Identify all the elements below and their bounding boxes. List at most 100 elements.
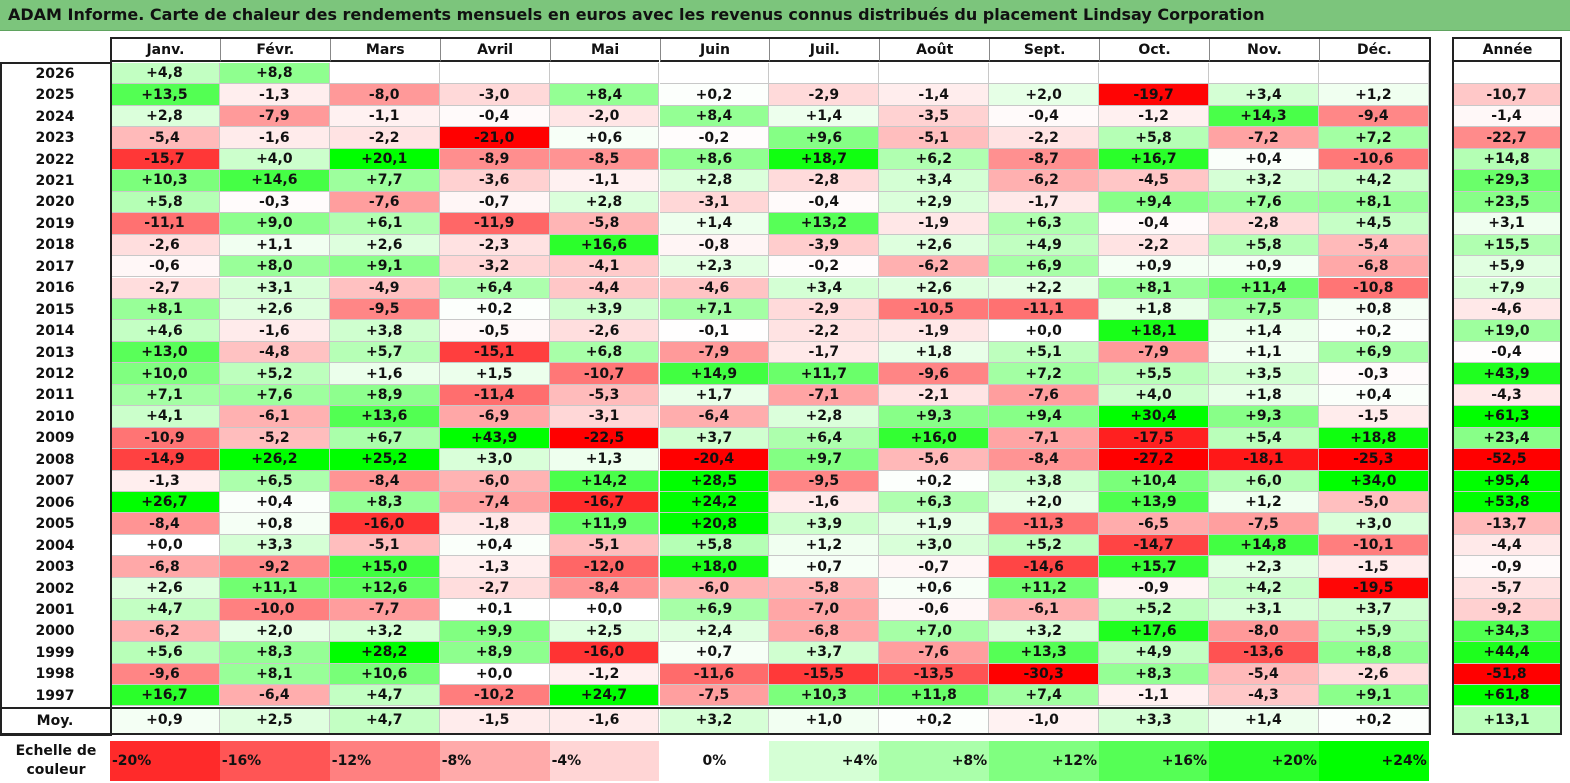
heatmap-cell: +8,9 — [329, 384, 440, 407]
heatmap-cell: +3,7 — [659, 427, 770, 450]
heatmap-cell: -6,4 — [659, 406, 770, 428]
heatmap-cell: +6,4 — [769, 427, 880, 450]
heatmap-cell: +5,8 — [1099, 127, 1209, 149]
year-label: 2011 — [35, 387, 75, 404]
heatmap-cell: +3,7 — [1318, 599, 1429, 621]
heatmap-cell: -1,5 — [1318, 406, 1429, 428]
annual-cell: -5,7 — [1452, 577, 1562, 600]
heatmap-cell: +9,6 — [769, 127, 880, 149]
heatmap-cell: +8,4 — [659, 105, 770, 128]
heatmap-cell: -1,1 — [549, 170, 660, 192]
heatmap-cell: +9,3 — [1209, 406, 1319, 428]
heatmap-cell: +3,2 — [1209, 170, 1319, 192]
heatmap-cell: -16,7 — [549, 492, 660, 514]
annual-cell: +53,8 — [1452, 492, 1562, 514]
heatmap-cell: +4,9 — [1099, 642, 1209, 664]
heatmap-cell: +1,5 — [439, 363, 550, 385]
year-label: 1999 — [35, 644, 75, 661]
heatmap-cell: -16,0 — [549, 642, 660, 664]
heatmap-cell: +2,3 — [1209, 556, 1319, 578]
month-header: Juin — [659, 37, 770, 62]
heatmap-cell: +2,5 — [549, 620, 660, 643]
heatmap-cell: -2,6 — [549, 320, 660, 342]
heatmap-cell: +14,2 — [549, 470, 660, 492]
heatmap-cell: +18,7 — [769, 148, 880, 171]
heatmap-cell: +28,2 — [329, 642, 440, 664]
heatmap-cell: +14,9 — [659, 363, 770, 385]
heatmap-cell: +13,6 — [329, 406, 440, 428]
heatmap-cell: -3,1 — [659, 191, 770, 214]
heatmap-cell: +1,2 — [769, 534, 880, 557]
heatmap-cell: -8,4 — [989, 449, 1100, 471]
heatmap-cell: +6,0 — [1209, 470, 1319, 492]
heatmap-cell: +6,2 — [879, 148, 990, 171]
average-cell: +3,2 — [659, 706, 770, 735]
heatmap-cell: +3,0 — [879, 534, 990, 557]
heatmap-cell: +8,3 — [329, 492, 440, 514]
heatmap-cell: +2,8 — [549, 191, 660, 214]
heatmap-cell: +6,1 — [329, 213, 440, 235]
annual-cell: +23,4 — [1452, 427, 1562, 450]
heatmap-cell: +43,9 — [439, 427, 550, 450]
heatmap-cell: +1,1 — [1209, 341, 1319, 364]
heatmap-cell: +30,4 — [1099, 406, 1209, 428]
heatmap-cell: +18,0 — [659, 556, 770, 578]
heatmap-cell: +18,1 — [1099, 320, 1209, 342]
heatmap-cell: -25,3 — [1318, 449, 1429, 471]
heatmap-cell: +2,8 — [769, 406, 880, 428]
heatmap-cell: -1,6 — [219, 127, 330, 149]
year-label: 2019 — [35, 215, 75, 232]
average-cell: +0,2 — [1318, 706, 1429, 735]
heatmap-cell: -11,1 — [110, 213, 220, 235]
heatmap-cell: +5,8 — [110, 191, 220, 214]
heatmap-cell: -7,9 — [219, 105, 330, 128]
heatmap-cell: -11,9 — [439, 213, 550, 235]
heatmap-cell: -9,5 — [329, 298, 440, 321]
heatmap-cell — [659, 63, 770, 85]
heatmap-cell: +1,7 — [659, 384, 770, 407]
color-scale-step: +24% — [1318, 741, 1429, 781]
heatmap-cell: +5,8 — [659, 534, 770, 557]
year-label: 2002 — [35, 580, 75, 597]
heatmap-cell: -2,2 — [1099, 234, 1209, 257]
heatmap-cell: -0,7 — [879, 556, 990, 578]
heatmap-cell: +4,7 — [329, 685, 440, 707]
heatmap-cell: -6,2 — [989, 170, 1100, 192]
heatmap-cell: -7,1 — [989, 427, 1100, 450]
heatmap-cell: -13,5 — [879, 663, 990, 686]
heatmap-cell: +4,2 — [1318, 170, 1429, 192]
annual-cell — [1452, 63, 1562, 85]
heatmap-cell: -1,2 — [549, 663, 660, 686]
heatmap-cell: -0,2 — [769, 256, 880, 278]
heatmap-cell: -18,1 — [1209, 449, 1319, 471]
heatmap-cell: +3,0 — [439, 449, 550, 471]
annual-cell: -22,7 — [1452, 127, 1562, 149]
heatmap-cell: +26,7 — [110, 492, 220, 514]
heatmap-cell: +8,1 — [1099, 277, 1209, 299]
heatmap-cell: -7,6 — [879, 642, 990, 664]
heatmap-cell: +7,0 — [879, 620, 990, 643]
heatmap-cell: +3,1 — [1209, 599, 1319, 621]
heatmap-cell: -8,7 — [989, 148, 1100, 171]
heatmap-cell: -1,3 — [219, 84, 330, 106]
heatmap-cell: +9,1 — [329, 256, 440, 278]
heatmap-cell: +9,3 — [879, 406, 990, 428]
heatmap-cell: +8,3 — [1099, 663, 1209, 686]
heatmap-cell: -30,3 — [989, 663, 1100, 686]
heatmap-cell: -7,2 — [1209, 127, 1319, 149]
year-label: 2007 — [35, 473, 75, 490]
heatmap-cell: +7,6 — [219, 384, 330, 407]
heatmap-cell: +4,5 — [1318, 213, 1429, 235]
heatmap-cell: +2,6 — [110, 577, 220, 600]
heatmap-cell: -1,6 — [769, 492, 880, 514]
color-scale-step: -8% — [439, 741, 550, 781]
year-label: 2010 — [35, 408, 75, 425]
heatmap-cell: -2,2 — [769, 320, 880, 342]
heatmap-cell: -1,7 — [769, 341, 880, 364]
average-cell: -1,5 — [439, 706, 550, 735]
color-scale-step: -16% — [219, 741, 330, 781]
average-cell: +1,4 — [1209, 706, 1319, 735]
chart-title-bar: ADAM Informe. Carte de chaleur des rende… — [0, 0, 1570, 31]
heatmap-cell: -3,5 — [879, 105, 990, 128]
heatmap-cell: +6,9 — [1318, 341, 1429, 364]
